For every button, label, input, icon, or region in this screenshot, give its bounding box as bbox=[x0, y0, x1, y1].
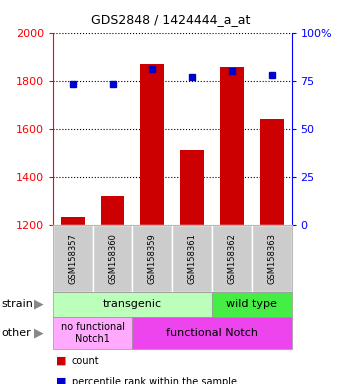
Text: count: count bbox=[72, 356, 99, 366]
Text: GDS2848 / 1424444_a_at: GDS2848 / 1424444_a_at bbox=[91, 13, 250, 26]
Bar bbox=[180, 150, 204, 225]
Text: wild type: wild type bbox=[226, 299, 277, 310]
Text: ▶: ▶ bbox=[34, 327, 44, 339]
Text: transgenic: transgenic bbox=[103, 299, 162, 310]
Bar bbox=[220, 68, 244, 225]
Text: strain: strain bbox=[2, 299, 33, 310]
Text: other: other bbox=[2, 328, 31, 338]
Text: GSM158361: GSM158361 bbox=[188, 233, 197, 284]
Bar bbox=[61, 217, 85, 225]
Text: ▶: ▶ bbox=[34, 298, 44, 311]
Text: percentile rank within the sample: percentile rank within the sample bbox=[72, 377, 237, 384]
Text: ■: ■ bbox=[56, 356, 67, 366]
Text: functional Notch: functional Notch bbox=[166, 328, 258, 338]
Bar bbox=[101, 196, 124, 225]
Text: GSM158357: GSM158357 bbox=[68, 233, 77, 284]
Bar bbox=[260, 119, 284, 225]
Text: GSM158360: GSM158360 bbox=[108, 233, 117, 284]
Bar bbox=[140, 64, 164, 225]
Text: no functional
Notch1: no functional Notch1 bbox=[61, 322, 125, 344]
Text: ■: ■ bbox=[56, 377, 67, 384]
Text: GSM158362: GSM158362 bbox=[227, 233, 236, 284]
Text: GSM158359: GSM158359 bbox=[148, 233, 157, 284]
Text: GSM158363: GSM158363 bbox=[267, 233, 276, 284]
